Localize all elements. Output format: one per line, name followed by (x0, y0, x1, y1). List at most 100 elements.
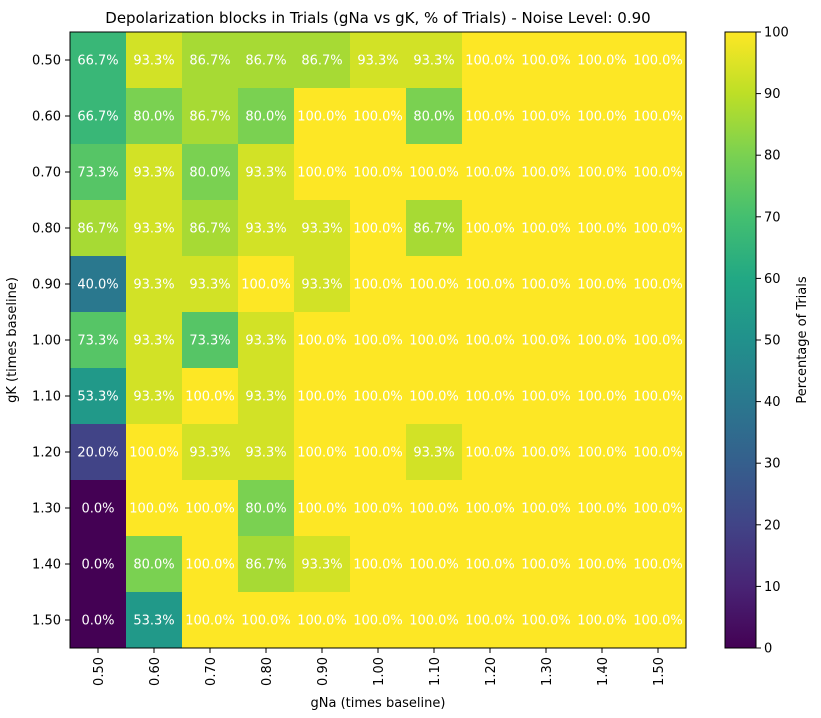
chart-title: Depolarization blocks in Trials (gNa vs … (105, 9, 650, 27)
cell-value-label: 100.0% (633, 110, 683, 125)
y-tick-label: 0.90 (32, 278, 61, 293)
colorbar-tick-label: 20 (764, 518, 781, 533)
heatmap-cell (238, 144, 295, 201)
cell-value-label: 100.0% (185, 502, 235, 517)
cell-value-label: 100.0% (409, 390, 459, 405)
cell-value-label: 86.7% (189, 110, 230, 125)
cell-value-label: 100.0% (465, 334, 515, 349)
heatmap-cell (126, 32, 183, 89)
heatmap-cell (630, 32, 687, 89)
heatmap-cell (350, 144, 407, 201)
cell-value-label: 73.3% (77, 166, 118, 181)
heatmap-cell (406, 424, 463, 481)
cell-value-label: 100.0% (465, 446, 515, 461)
cell-value-label: 53.3% (77, 390, 118, 405)
cell-value-label: 93.3% (133, 222, 174, 237)
cell-value-label: 100.0% (521, 166, 571, 181)
heatmap-cell (182, 424, 239, 481)
heatmap-cell (182, 88, 239, 145)
heatmap-cell (630, 144, 687, 201)
heatmap-cell (462, 256, 519, 313)
heatmap-cell (238, 368, 295, 425)
colorbar-tick-label: 100 (764, 26, 789, 41)
heatmap-cell (574, 592, 631, 649)
heatmap-cell (518, 200, 575, 257)
heatmap-cell (350, 592, 407, 649)
cell-value-label: 93.3% (245, 390, 286, 405)
heatmap-cell (70, 424, 127, 481)
heatmap-cell (294, 88, 351, 145)
heatmap-cell (574, 144, 631, 201)
cell-value-label: 93.3% (301, 558, 342, 573)
cell-value-label: 93.3% (357, 54, 398, 69)
cell-value-label: 100.0% (409, 166, 459, 181)
colorbar-ticks: 0 10 20 30 40 50 60 70 80 90 100 (756, 26, 789, 657)
cell-value-label: 100.0% (577, 446, 627, 461)
cell-value-label: 100.0% (633, 502, 683, 517)
heatmap-cell (574, 256, 631, 313)
y-tick-label: 1.30 (32, 502, 61, 517)
cell-value-label: 100.0% (353, 334, 403, 349)
cell-value-label: 80.0% (413, 110, 454, 125)
heatmap-cell (574, 536, 631, 593)
heatmap-cell (70, 312, 127, 369)
colorbar-tick-label: 10 (764, 580, 781, 595)
cell-value-label: 100.0% (185, 614, 235, 629)
x-tick-label: 1.10 (428, 657, 443, 686)
cell-value-label: 100.0% (465, 614, 515, 629)
heatmap-cell (182, 536, 239, 593)
heatmap-cell (350, 32, 407, 89)
heatmap-cell (406, 256, 463, 313)
cell-value-label: 100.0% (577, 110, 627, 125)
heatmap-cell (630, 88, 687, 145)
colorbar-tick-label: 0 (764, 642, 772, 657)
y-tick-label: 0.70 (32, 166, 61, 181)
heatmap-cell (518, 88, 575, 145)
heatmap-cell-labels: 66.7% 93.3% 86.7% 86.7% 86.7% 93.3% 93.3% 100.0… (77, 54, 682, 629)
cell-value-label: 93.3% (413, 446, 454, 461)
cell-value-label: 100.0% (353, 446, 403, 461)
y-tick-label: 1.00 (32, 334, 61, 349)
cell-value-label: 100.0% (353, 614, 403, 629)
cell-value-label: 100.0% (633, 614, 683, 629)
heatmap-cell (294, 144, 351, 201)
heatmap-cell (182, 256, 239, 313)
heatmap-cell (350, 536, 407, 593)
cell-value-label: 0.0% (81, 558, 114, 573)
heatmap-cell (518, 592, 575, 649)
heatmap-cell (182, 368, 239, 425)
heatmap-cell (70, 256, 127, 313)
heatmap-cell (126, 592, 183, 649)
cell-value-label: 100.0% (353, 166, 403, 181)
heatmap-cell (70, 368, 127, 425)
heatmap-cell (294, 200, 351, 257)
x-tick-label: 1.30 (540, 657, 555, 686)
x-tick-label: 1.40 (596, 657, 611, 686)
cell-value-label: 100.0% (521, 446, 571, 461)
x-tick-label: 0.70 (204, 657, 219, 686)
heatmap-cell (126, 256, 183, 313)
cell-value-label: 100.0% (577, 334, 627, 349)
y-tick-label: 1.10 (32, 390, 61, 405)
cell-value-label: 100.0% (633, 278, 683, 293)
cell-value-label: 100.0% (353, 222, 403, 237)
cell-value-label: 100.0% (297, 110, 347, 125)
heatmap-cell (294, 536, 351, 593)
heatmap-cell (350, 368, 407, 425)
cell-value-label: 100.0% (129, 446, 179, 461)
heatmap-cell (238, 256, 295, 313)
heatmap-cell (238, 88, 295, 145)
heatmap-cell (126, 368, 183, 425)
cell-value-label: 93.3% (245, 446, 286, 461)
cell-value-label: 100.0% (465, 110, 515, 125)
heatmap-cell (518, 536, 575, 593)
heatmap-cell (518, 424, 575, 481)
cell-value-label: 93.3% (133, 54, 174, 69)
heatmap-cell (630, 480, 687, 537)
cell-value-label: 93.3% (245, 334, 286, 349)
cell-value-label: 100.0% (521, 222, 571, 237)
cell-value-label: 100.0% (465, 166, 515, 181)
heatmap-cell (70, 200, 127, 257)
cell-value-label: 100.0% (129, 502, 179, 517)
